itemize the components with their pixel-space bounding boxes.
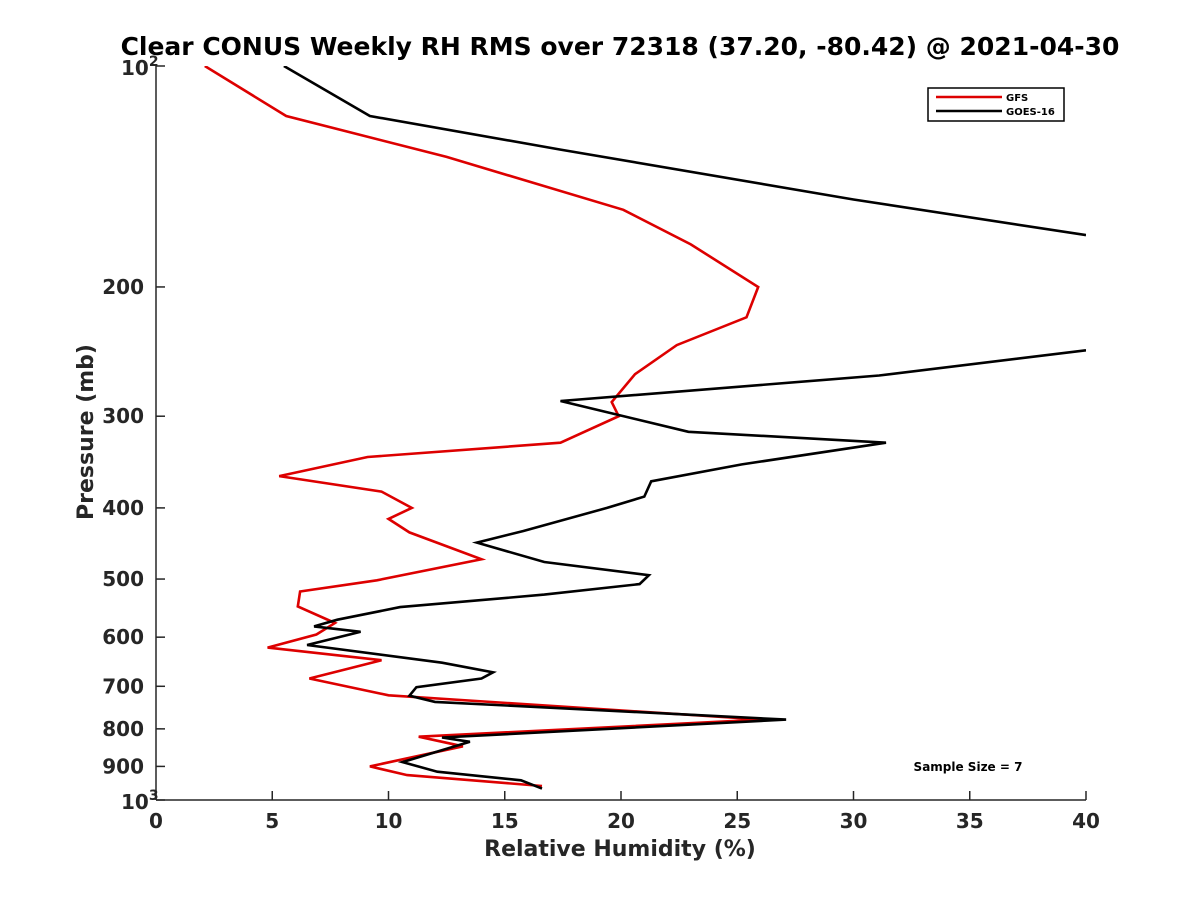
y-tick-label: 900 [102,754,144,778]
y-tick-label: 700 [102,674,144,698]
sample-size-annotation: Sample Size = 7 [914,760,1023,774]
series-line-gfs [204,66,763,788]
y-tick-label: 600 [102,625,144,649]
legend-label-gfs: GFS [1006,93,1028,104]
x-tick-label: 15 [491,809,519,833]
y-axis-label: Pressure (mb) [74,344,99,520]
x-tick-label: 40 [1072,809,1100,833]
y-tick-label: 102 [121,54,159,80]
legend-label-goes16: GOES-16 [1006,107,1055,118]
y-tick-label: 103 [121,788,159,814]
x-tick-label: 10 [375,809,403,833]
y-tick-label: 200 [102,275,144,299]
plot-area: 0 5 10 15 20 25 30 35 40 102 200 300 400 500 600 700 800… [102,54,1100,833]
x-axis-label: Relative Humidity (%) [484,837,756,862]
y-tick-label: 800 [102,717,144,741]
x-tick-label: 35 [956,809,984,833]
x-tick-label: 5 [265,809,279,833]
y-tick-label: 500 [102,567,144,591]
x-tick-label: 0 [149,809,163,833]
y-tick-label: 400 [102,496,144,520]
series-line-goes16 [283,66,1086,790]
chart-title: Clear CONUS Weekly RH RMS over 72318 (37… [121,32,1120,61]
x-tick-label: 30 [840,809,868,833]
legend: GFS GOES-16 [927,87,1065,122]
y-tick-label: 300 [102,404,144,428]
legend-box [927,87,1065,122]
x-tick-label: 25 [723,809,751,833]
x-tick-label: 20 [607,809,635,833]
